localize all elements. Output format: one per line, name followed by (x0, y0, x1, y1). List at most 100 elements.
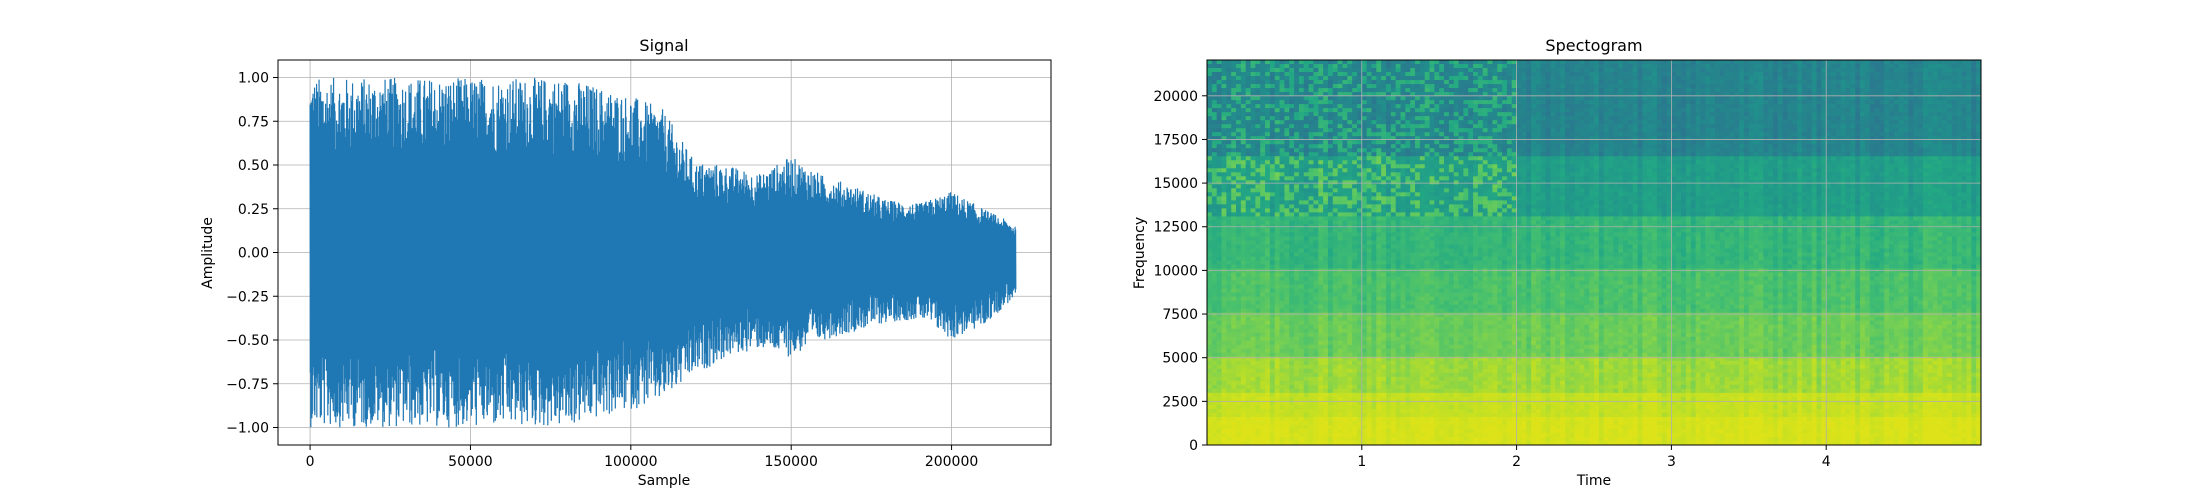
spectrogram-cell (1893, 132, 1900, 137)
spectrogram-cell (1526, 92, 1532, 97)
spectrogram-cell (1216, 108, 1223, 113)
spectrogram-cell (1676, 80, 1682, 85)
spectrogram-cell (1874, 152, 1881, 157)
spectrogram-cell (1816, 128, 1822, 133)
spectrogram-cell (1753, 80, 1760, 85)
spectrogram-cell (1826, 132, 1832, 137)
spectrogram-cell (1574, 120, 1581, 125)
spectrogram-cell (1502, 68, 1508, 73)
spectrogram-cell (1274, 132, 1281, 137)
spectrogram-cell (1526, 68, 1532, 73)
spectrogram-cell (1690, 88, 1697, 93)
spectrogram-cell (1327, 168, 1334, 173)
spectrogram-cell (1424, 76, 1431, 81)
spectrogram-cell (1714, 112, 1721, 117)
spectrogram-cell (1782, 168, 1789, 173)
spectrogram-cell (1245, 132, 1252, 137)
spectrogram-cell (1802, 100, 1808, 105)
spectrogram-cell (1284, 152, 1290, 157)
spectrogram-cell (1802, 132, 1808, 137)
spectrogram-cell (1937, 140, 1943, 145)
spectrogram-cell (1434, 100, 1440, 105)
spectrogram-cell (1637, 168, 1643, 173)
spectrogram-cell (1632, 148, 1639, 153)
spectrogram-cell (1743, 108, 1750, 113)
spectrogram-cell (1274, 120, 1281, 125)
spectrogram-cell (1405, 120, 1411, 125)
spectrogram-cell (1526, 104, 1532, 109)
spectrogram-cell (1874, 168, 1881, 173)
spectrogram-cell (1676, 132, 1682, 137)
spectrogram-cell (1685, 160, 1692, 165)
spectrogram-cell (1279, 172, 1285, 177)
spectrogram-cell (1734, 60, 1740, 65)
spectrogram-cell (1502, 148, 1508, 153)
spectrogram-cell (1966, 84, 1972, 89)
spectrogram-cell (1898, 92, 1905, 97)
spectrogram-cell (1265, 152, 1271, 157)
spectrogram-cell (1531, 176, 1537, 181)
spectrogram-cell (1492, 68, 1498, 73)
spectrogram-cell (1855, 108, 1861, 113)
spectrogram-cell (1821, 104, 1827, 109)
spectrogram-cell (1821, 160, 1827, 165)
spectrogram-cell (1806, 172, 1813, 177)
spectrogram-cell (1782, 112, 1789, 117)
spectrogram-cell (1705, 84, 1711, 89)
spectrogram-cell (1342, 116, 1348, 121)
spectrogram-cell (1424, 120, 1431, 125)
spectrogram-cell (1947, 164, 1953, 169)
spectrogram-cell (1453, 120, 1460, 125)
spectrogram-cell (1327, 84, 1334, 89)
spectrogram-cell (1676, 164, 1682, 169)
spectrogram-cell (1448, 120, 1455, 125)
spectrogram-cell (1473, 76, 1479, 81)
spectrogram-cell (1598, 164, 1605, 169)
spectrogram-cell (1250, 164, 1256, 169)
spectrogram-cell (1850, 144, 1856, 149)
spectrogram-cell (1787, 88, 1793, 93)
spectrogram-cell (1951, 168, 1958, 173)
spectrogram-cell (1884, 144, 1890, 149)
spectrogram-cell (1584, 148, 1590, 153)
spectrogram-cell (1623, 112, 1629, 117)
spectrogram-cell (1879, 72, 1885, 77)
spectrogram-cell (1395, 96, 1402, 101)
spectrogram-cell (1323, 76, 1329, 81)
spectrogram-cell (1671, 92, 1677, 97)
spectrogram-cell (1918, 136, 1924, 141)
spectrogram-cell (1385, 140, 1392, 145)
spectrogram-cell (1492, 84, 1498, 89)
spectrogram-cell (1318, 176, 1324, 181)
spectrogram-cell (1555, 164, 1561, 169)
spectrogram-cell (1632, 92, 1639, 97)
spectrogram-cell (1482, 144, 1489, 149)
spectrogram-cell (1269, 64, 1276, 69)
spectrogram-cell (1821, 68, 1827, 73)
spectrogram-cell (1390, 120, 1397, 125)
spectrogram-cell (1468, 92, 1474, 97)
spectrogram-cell (1710, 164, 1716, 169)
spectrogram-cell (1579, 60, 1585, 65)
spectrogram-cell (1289, 100, 1295, 105)
spectrogram-cell (1439, 164, 1445, 169)
spectrogram-cell (1763, 156, 1769, 161)
spectrogram-cell (1758, 100, 1764, 105)
spectrogram-cell (1700, 92, 1706, 97)
spectrogram-cell (1676, 156, 1682, 161)
spectrogram-cell (1260, 172, 1266, 177)
spectrogram-cell (1473, 136, 1479, 141)
spectrogram-cell (1250, 64, 1256, 69)
spectrogram-cell (1864, 164, 1871, 169)
spectrogram-cell (1811, 60, 1818, 65)
spectrogram-cell (1385, 160, 1392, 165)
spectrogram-cell (1874, 116, 1881, 121)
spectrogram-cell (1739, 156, 1745, 161)
spectrogram-cell (1927, 176, 1934, 181)
spectrogram-cell (1739, 112, 1745, 117)
spectrogram-cell (1405, 180, 1411, 185)
spectrogram-cell (1656, 116, 1663, 121)
spectrogram-cell (1211, 116, 1218, 121)
spectrogram-cell (1913, 116, 1919, 121)
spectrogram-cell (1821, 100, 1827, 105)
